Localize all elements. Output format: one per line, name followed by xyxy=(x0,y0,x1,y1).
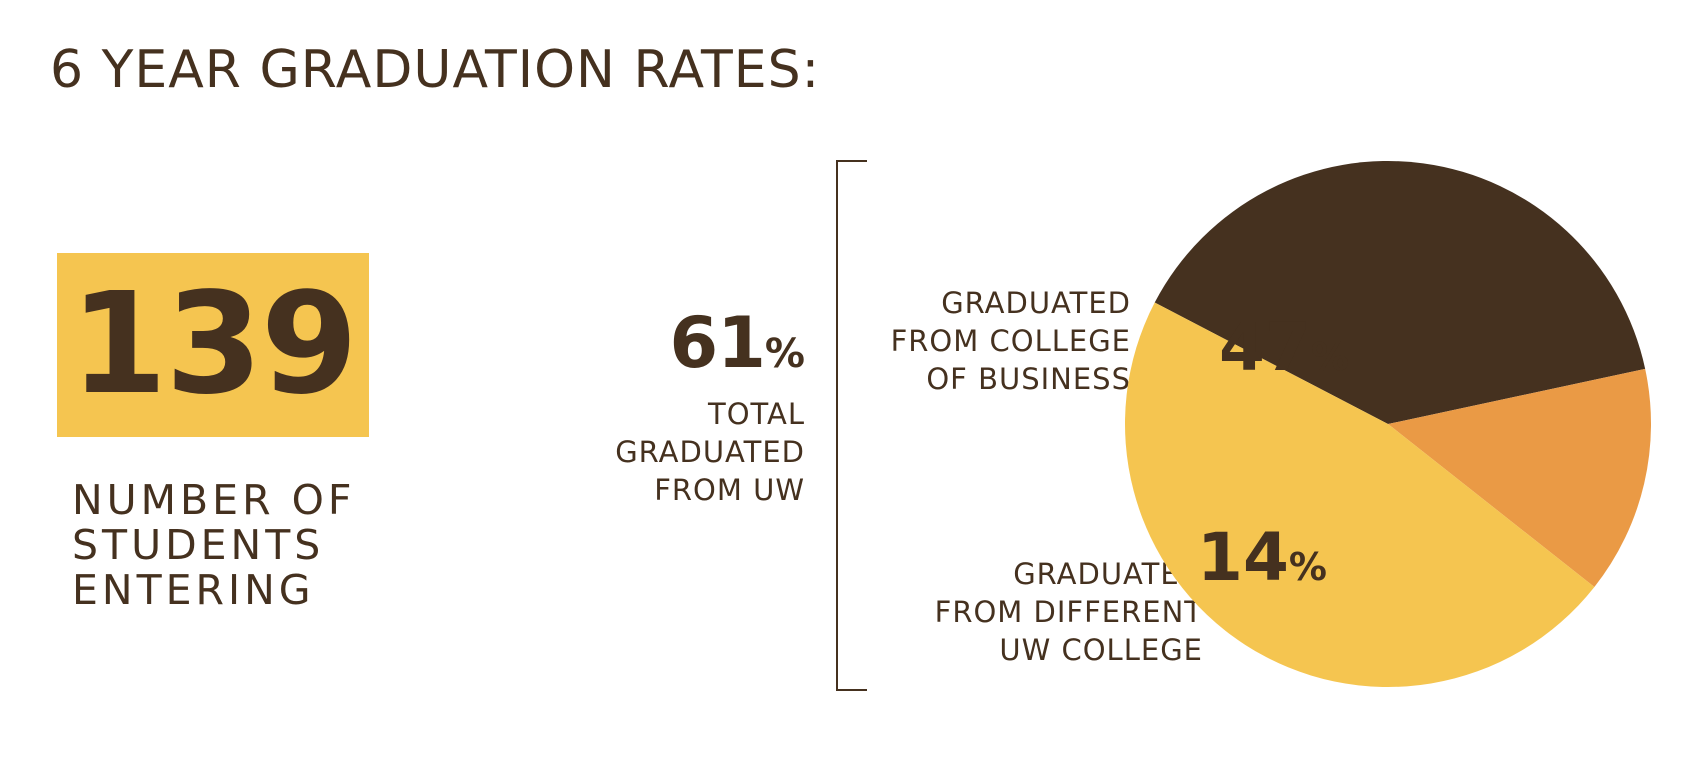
slice-label-line: FROM DIFFERENT xyxy=(934,595,1203,629)
slice-label-line: FROM COLLEGE xyxy=(890,324,1131,358)
pie-value-label-different: 14% xyxy=(1197,519,1327,596)
pie-value-number: 14 xyxy=(1197,519,1289,596)
pie-value-number: 47 xyxy=(1219,309,1311,386)
total-graduated-percent: 61% xyxy=(670,308,806,378)
total-graduated-value: 61 xyxy=(669,302,766,384)
pie-value-unit: % xyxy=(1311,335,1349,379)
pie-slice-different xyxy=(1388,368,1651,588)
slice-label-line: GRADUATED xyxy=(941,286,1131,320)
pie-value-unit: % xyxy=(1289,545,1327,589)
total-graduated-unit: % xyxy=(764,331,805,377)
pie-value-label-business: 47% xyxy=(1219,309,1349,386)
pie-slice-not-graduated xyxy=(1154,161,1646,424)
students-entering-box: 139 xyxy=(57,253,369,437)
students-entering-value: 139 xyxy=(69,263,358,426)
total-graduated-label: TOTAL GRADUATED FROM UW xyxy=(615,397,805,507)
slice-label-line: UW COLLEGE xyxy=(999,633,1203,667)
page-title: 6 YEAR GRADUATION RATES: xyxy=(50,40,821,100)
students-entering-label: NUMBER OF STUDENTS ENTERING xyxy=(72,476,356,614)
slice-label-business: GRADUATED FROM COLLEGE OF BUSINESS xyxy=(891,284,1131,398)
pie-slice-business xyxy=(1125,302,1595,688)
slice-label-line: OF BUSINESS xyxy=(926,362,1131,396)
